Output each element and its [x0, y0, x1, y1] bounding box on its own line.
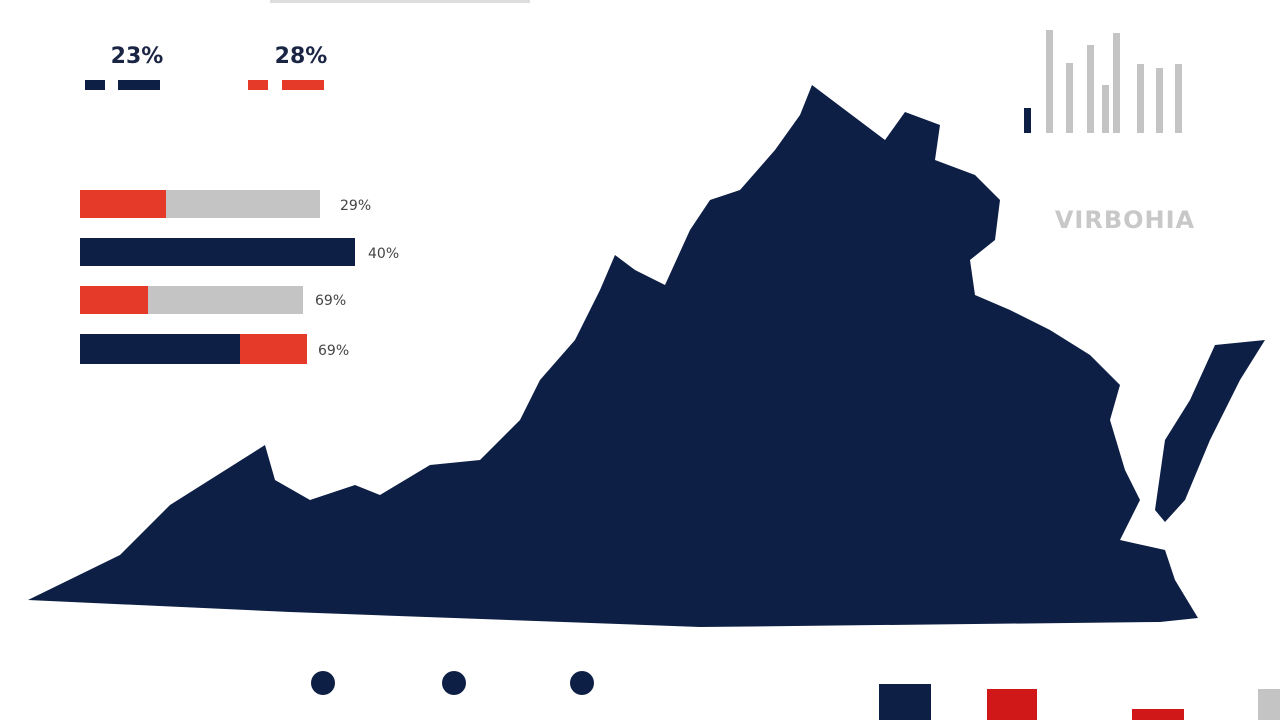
stat-bar — [248, 80, 268, 90]
bar-fill — [240, 334, 307, 364]
bottom-bar — [1258, 689, 1280, 720]
bar-fill — [80, 238, 355, 266]
bar-label: 69% — [315, 293, 346, 309]
stat-label: 23% — [111, 44, 164, 69]
bottom-bar — [987, 689, 1037, 720]
stat-bar — [85, 80, 105, 90]
top-rule — [270, 0, 530, 3]
bar-fill — [80, 286, 148, 314]
dot — [570, 671, 594, 695]
dot — [311, 671, 335, 695]
bar-label: 40% — [368, 246, 399, 262]
mini-chart — [1024, 30, 1182, 133]
dot — [442, 671, 466, 695]
bottom-bar — [1132, 709, 1184, 720]
stat-bar — [118, 80, 160, 90]
stat-label: 28% — [275, 44, 328, 69]
bar-label: 29% — [340, 198, 371, 214]
bar-label: 69% — [318, 343, 349, 359]
state-map — [28, 85, 1198, 627]
peninsula — [1155, 340, 1265, 522]
bottom-bar — [879, 684, 931, 720]
bar-fill — [80, 190, 166, 218]
map-title: VIRBOHIA — [1055, 206, 1195, 234]
bar-fill — [80, 334, 240, 364]
stat-bar — [282, 80, 324, 90]
